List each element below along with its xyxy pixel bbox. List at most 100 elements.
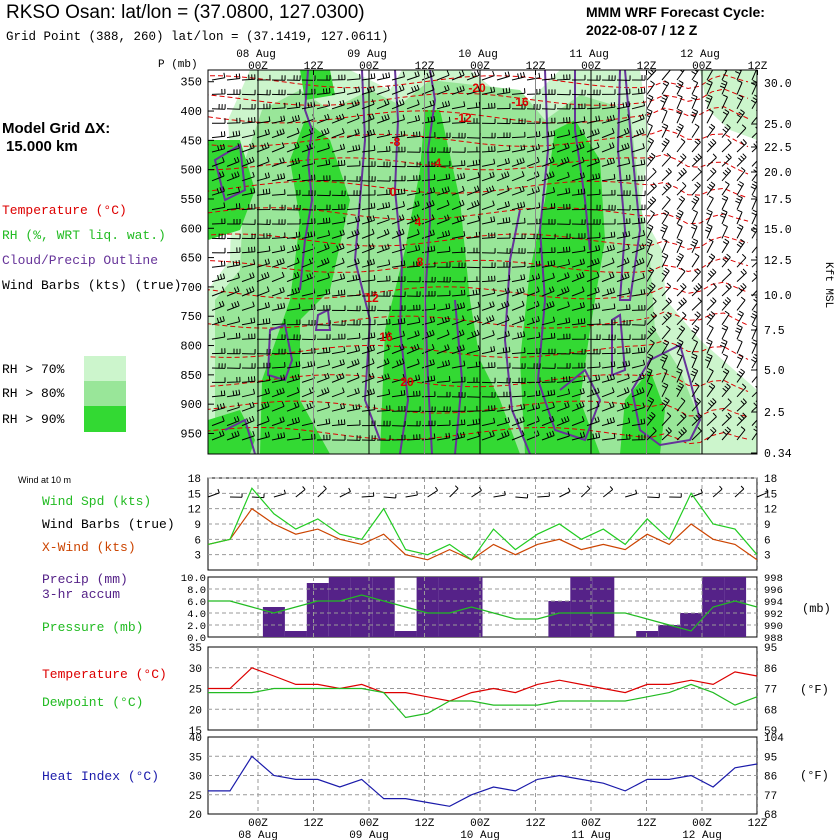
temperature-contour <box>208 74 749 90</box>
wind-barb <box>316 272 330 283</box>
wind-barb <box>241 142 255 153</box>
wind-barb <box>511 261 526 268</box>
wind-barb <box>586 374 601 383</box>
wind-barb <box>241 272 255 283</box>
wind-barb <box>751 195 757 210</box>
wind-speed-label: Wind Spd (kts) <box>42 494 152 509</box>
wind-barb <box>346 215 361 225</box>
wind-barb <box>271 258 285 268</box>
wind-barb <box>481 377 496 384</box>
wind-barb <box>526 315 540 326</box>
legend-temperature: Temperature (°C) <box>2 203 127 218</box>
wind-barb <box>451 276 466 283</box>
wind-barb <box>616 174 631 182</box>
height-tick-label: 0.34 <box>764 448 792 461</box>
wind-barb <box>211 202 226 211</box>
wind-barb <box>226 402 240 412</box>
wind-barb <box>466 172 480 182</box>
wind-barb <box>406 434 421 441</box>
wind-barb <box>211 88 226 95</box>
pressure-tick-label: 988 <box>764 633 783 645</box>
wind-barb <box>616 114 630 124</box>
wind-barb <box>751 166 757 182</box>
wind-barb <box>496 185 510 196</box>
wind-barb <box>631 257 645 268</box>
wind-barb <box>256 286 270 297</box>
wind-barb <box>346 435 361 441</box>
bottom-date-label: 08 Aug <box>238 830 278 840</box>
wind-barb <box>676 224 683 239</box>
wind-barb <box>691 397 701 412</box>
wind-barb <box>646 196 657 210</box>
wind-barb <box>721 297 731 311</box>
wind-barb <box>601 401 615 412</box>
wind-barb <box>556 286 570 297</box>
wind-barb <box>571 245 586 254</box>
wind-barb <box>211 260 226 268</box>
wind-barb <box>541 104 556 110</box>
wind-barb <box>481 405 496 412</box>
wind-barb <box>646 353 654 369</box>
pressure-axis-title: P (mb) <box>158 59 198 71</box>
wind-barb <box>496 346 511 355</box>
wind-left-tick-label: 6 <box>194 535 201 547</box>
wind-barb <box>286 218 301 225</box>
wind-barb <box>241 246 256 254</box>
wind-barb <box>406 229 420 239</box>
wind-barb <box>526 363 541 369</box>
rh90-region-b <box>208 140 255 240</box>
temperature-contour <box>208 426 749 445</box>
wind-barb <box>421 329 435 340</box>
wind-barb <box>211 348 226 355</box>
wind-barb <box>496 118 511 125</box>
wind-barb <box>616 218 631 225</box>
wind-barb <box>332 175 346 182</box>
wind-barb <box>451 247 466 254</box>
wind-barb <box>256 401 270 412</box>
wind-barb <box>706 238 714 254</box>
wind-barb <box>571 89 586 96</box>
temperature-contour-label: 8 <box>417 255 424 269</box>
wind-barb <box>391 344 405 355</box>
wind-barb <box>481 171 495 182</box>
wind-barb <box>661 325 671 340</box>
wind-barb <box>421 200 435 211</box>
wind-at-label: Wind at 10 m <box>18 475 72 485</box>
wind-barb <box>511 416 525 427</box>
wind-barb <box>616 334 631 340</box>
wind-barb-10m <box>207 488 220 498</box>
wind-barb <box>719 339 728 354</box>
top-hour-label: 12Z <box>526 61 546 73</box>
heat-right-tick-label: 104 <box>764 733 784 745</box>
wind-barb <box>451 360 466 369</box>
wind-barb <box>676 353 683 369</box>
wind-barb <box>511 118 526 125</box>
wind-barb <box>437 132 451 139</box>
wind-barb <box>301 230 316 239</box>
wind-barb <box>676 325 686 340</box>
wind-barb <box>271 271 285 283</box>
bottom-hour-label: 00Z <box>581 818 601 830</box>
height-tick-label: 15.0 <box>764 224 792 237</box>
wind-barb <box>436 160 451 167</box>
wind-barb <box>736 109 745 124</box>
wind-barb <box>436 359 451 369</box>
wind-barb <box>211 363 226 369</box>
wind-barb <box>601 128 615 139</box>
wind-barb <box>286 387 300 398</box>
precip-label: Precip (mm) <box>42 572 128 587</box>
precip-bar <box>592 577 615 637</box>
wind-barb <box>331 143 346 153</box>
wind-barb <box>706 108 714 124</box>
wind-barb <box>346 86 361 95</box>
wind-barb <box>256 348 271 355</box>
precip-bar <box>284 631 307 637</box>
wind-barb <box>316 320 331 326</box>
wind-barb <box>601 433 616 441</box>
wind-barb <box>691 382 700 398</box>
wind-barb <box>496 217 511 225</box>
wind-barb <box>316 347 331 355</box>
wind-barb <box>241 363 256 369</box>
wind-barb <box>346 290 361 297</box>
height-tick-label: 25.0 <box>764 119 792 132</box>
